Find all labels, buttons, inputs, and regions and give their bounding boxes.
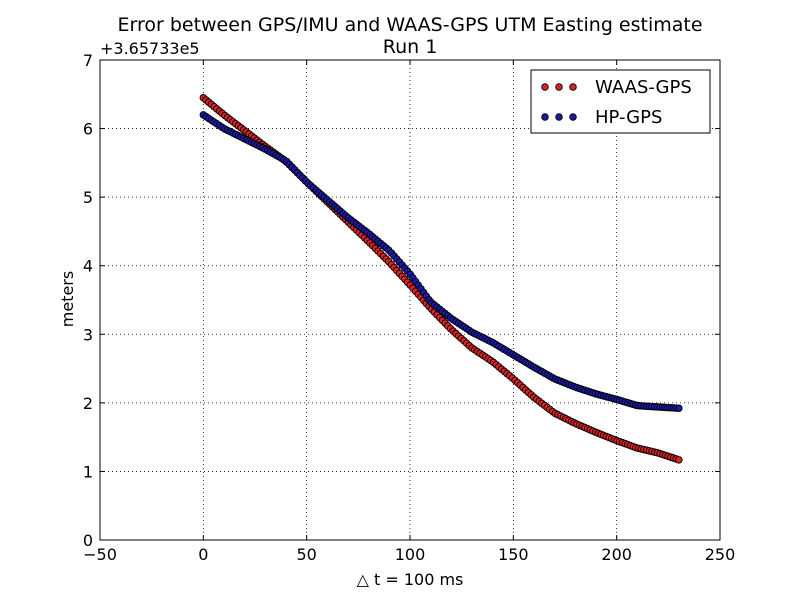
data-point — [675, 456, 683, 464]
y-tick-label: 3 — [83, 325, 93, 344]
y-tick-label: 0 — [83, 531, 93, 550]
y-tick-label: 6 — [83, 120, 93, 139]
x-tick-label: 250 — [705, 545, 736, 564]
legend: WAAS-GPS HP-GPS — [530, 69, 711, 134]
legend-marker — [555, 113, 563, 121]
chart-title: Error between GPS/IMU and WAAS-GPS UTM E… — [117, 14, 702, 36]
chart-subtitle: Run 1 — [383, 36, 438, 58]
data-point — [675, 404, 683, 412]
x-tick-label: 200 — [601, 545, 632, 564]
y-tick-label: 1 — [83, 462, 93, 481]
legend-label: HP-GPS — [595, 107, 662, 128]
legend-marker — [541, 113, 549, 121]
y-offset-label: +3.65733e5 — [100, 39, 200, 58]
y-tick-label: 7 — [83, 51, 93, 70]
y-tick-label: 4 — [83, 257, 93, 276]
x-tick-label: −50 — [83, 545, 117, 564]
legend-marker — [541, 83, 549, 91]
y-tick-label: 2 — [83, 394, 93, 413]
legend-marker — [569, 83, 577, 91]
x-axis-label: △ t = 100 ms — [357, 570, 464, 589]
x-tick-label: 100 — [395, 545, 426, 564]
legend-marker — [569, 113, 577, 121]
legend-box — [530, 69, 711, 134]
y-axis-label: meters — [58, 271, 77, 327]
x-tick-label: 150 — [498, 545, 529, 564]
legend-label: WAAS-GPS — [595, 77, 692, 98]
y-tick-label: 5 — [83, 188, 93, 207]
legend-marker — [555, 83, 563, 91]
x-tick-label: 50 — [296, 545, 316, 564]
x-tick-label: 0 — [198, 545, 208, 564]
data-markers — [199, 93, 683, 464]
